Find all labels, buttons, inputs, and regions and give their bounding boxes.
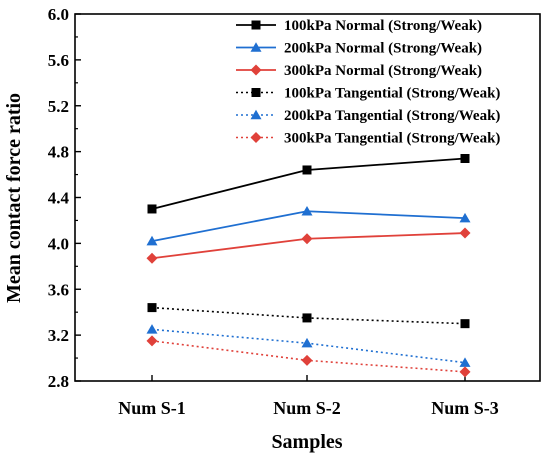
y-tick-label: 4.4 xyxy=(48,189,70,208)
legend-item: 300kPa Tangential (Strong/Weak) xyxy=(236,131,500,147)
data-point-marker xyxy=(146,335,158,347)
y-axis-title: Mean contact force ratio xyxy=(3,93,25,303)
data-point-marker xyxy=(147,303,157,313)
data-point-marker xyxy=(251,88,261,97)
legend: 100kPa Normal (Strong/Weak) 200kPa Normal… xyxy=(236,18,500,147)
legend-item: 200kPa Normal (Strong/Weak) xyxy=(236,41,482,57)
data-point-marker xyxy=(146,235,158,246)
y-tick-label: 3.2 xyxy=(48,326,69,345)
data-point-marker xyxy=(250,64,262,76)
data-point-marker xyxy=(459,357,471,367)
data-point-marker xyxy=(250,132,262,143)
y-axis: 2.8 3.2 3.6 4.0 4.4 4.8 5.2 5.6 6.0 xyxy=(48,5,81,391)
x-axis-title: Samples xyxy=(271,431,342,453)
y-tick-label: 4.8 xyxy=(48,143,69,162)
data-point-marker xyxy=(459,212,471,223)
data-point-marker xyxy=(301,354,313,366)
series-layer xyxy=(146,154,471,378)
legend-item: 200kPa Tangential (Strong/Weak) xyxy=(236,108,500,124)
data-point-marker xyxy=(301,233,313,245)
data-point-marker xyxy=(301,205,313,216)
data-point-marker xyxy=(459,366,471,378)
legend-item: 300kPa Normal (Strong/Weak) xyxy=(236,63,482,79)
x-tick-label: Num S-2 xyxy=(273,398,341,418)
data-point-marker xyxy=(460,154,470,164)
data-point-marker xyxy=(146,324,158,334)
x-tick-label: Num S-3 xyxy=(431,398,499,418)
data-point-marker xyxy=(460,319,470,329)
data-point-marker xyxy=(301,337,313,348)
series-6 xyxy=(146,335,471,378)
series-4 xyxy=(147,303,470,329)
y-tick-label: 3.6 xyxy=(48,280,69,299)
y-tick-label: 2.8 xyxy=(48,372,69,391)
x-tick-label: Num S-1 xyxy=(118,398,186,418)
data-point-marker xyxy=(251,20,261,30)
y-tick-label: 5.6 xyxy=(48,51,69,70)
data-point-marker xyxy=(302,313,312,323)
data-point-marker xyxy=(302,165,312,175)
legend-label: 300kPa Normal (Strong/Weak) xyxy=(284,63,482,79)
legend-label: 200kPa Tangential (Strong/Weak) xyxy=(284,108,500,124)
y-tick-label: 6.0 xyxy=(48,5,69,24)
data-point-marker xyxy=(146,252,158,264)
series-5 xyxy=(146,324,471,367)
series-2 xyxy=(146,205,471,246)
legend-label: 100kPa Normal (Strong/Weak) xyxy=(284,18,482,34)
x-axis: Num S-1 Num S-2 Num S-3 xyxy=(118,375,499,418)
data-point-marker xyxy=(459,227,471,239)
data-point-marker xyxy=(250,42,262,52)
legend-label: 300kPa Tangential (Strong/Weak) xyxy=(284,131,500,147)
y-tick-label: 4.0 xyxy=(48,234,69,253)
data-point-marker xyxy=(147,204,157,214)
series-3 xyxy=(146,227,471,264)
legend-item: 100kPa Tangential (Strong/Weak) xyxy=(236,86,500,102)
series-1 xyxy=(147,154,470,214)
legend-label: 200kPa Normal (Strong/Weak) xyxy=(284,41,482,57)
data-point-marker xyxy=(250,109,262,120)
legend-item: 100kPa Normal (Strong/Weak) xyxy=(236,18,482,34)
y-tick-label: 5.2 xyxy=(48,97,69,116)
legend-label: 100kPa Tangential (Strong/Weak) xyxy=(284,86,500,102)
